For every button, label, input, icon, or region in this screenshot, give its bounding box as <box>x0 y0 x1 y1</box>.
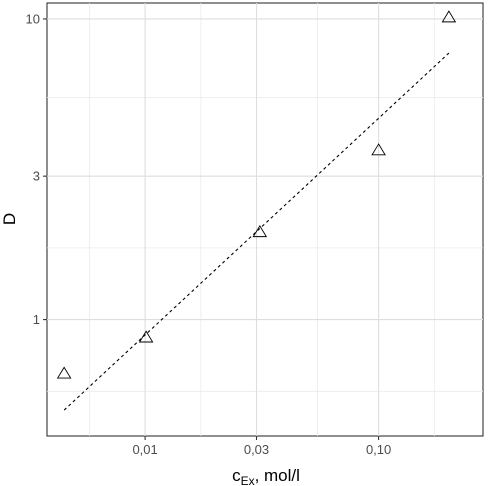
data-point <box>371 143 386 156</box>
y-axis-title: D <box>0 213 19 225</box>
data-point <box>252 225 268 238</box>
y-tick-label: 10 <box>26 11 40 26</box>
x-axis-title-suffix: , mol/l <box>255 466 300 485</box>
data-point <box>441 10 457 23</box>
data-point <box>56 366 72 379</box>
x-tick-label: 0,10 <box>366 442 391 457</box>
grid-lines <box>47 3 483 436</box>
axis-ticks <box>43 18 380 440</box>
x-axis-title-base: c <box>232 466 241 485</box>
data-point <box>138 330 154 343</box>
x-tick-label: 0,01 <box>132 442 157 457</box>
x-axis-title-subscript: Ex <box>241 474 255 486</box>
y-tick-label: 1 <box>33 312 40 327</box>
x-axis-title: cEx, mol/l <box>232 466 300 486</box>
y-tick-label: 3 <box>33 169 40 184</box>
plot-panel <box>46 2 484 437</box>
x-tick-label: 0,03 <box>244 442 269 457</box>
data-points <box>56 10 457 379</box>
tick-labels: 0,01 0,03 0,10 1 3 10 <box>26 11 392 457</box>
